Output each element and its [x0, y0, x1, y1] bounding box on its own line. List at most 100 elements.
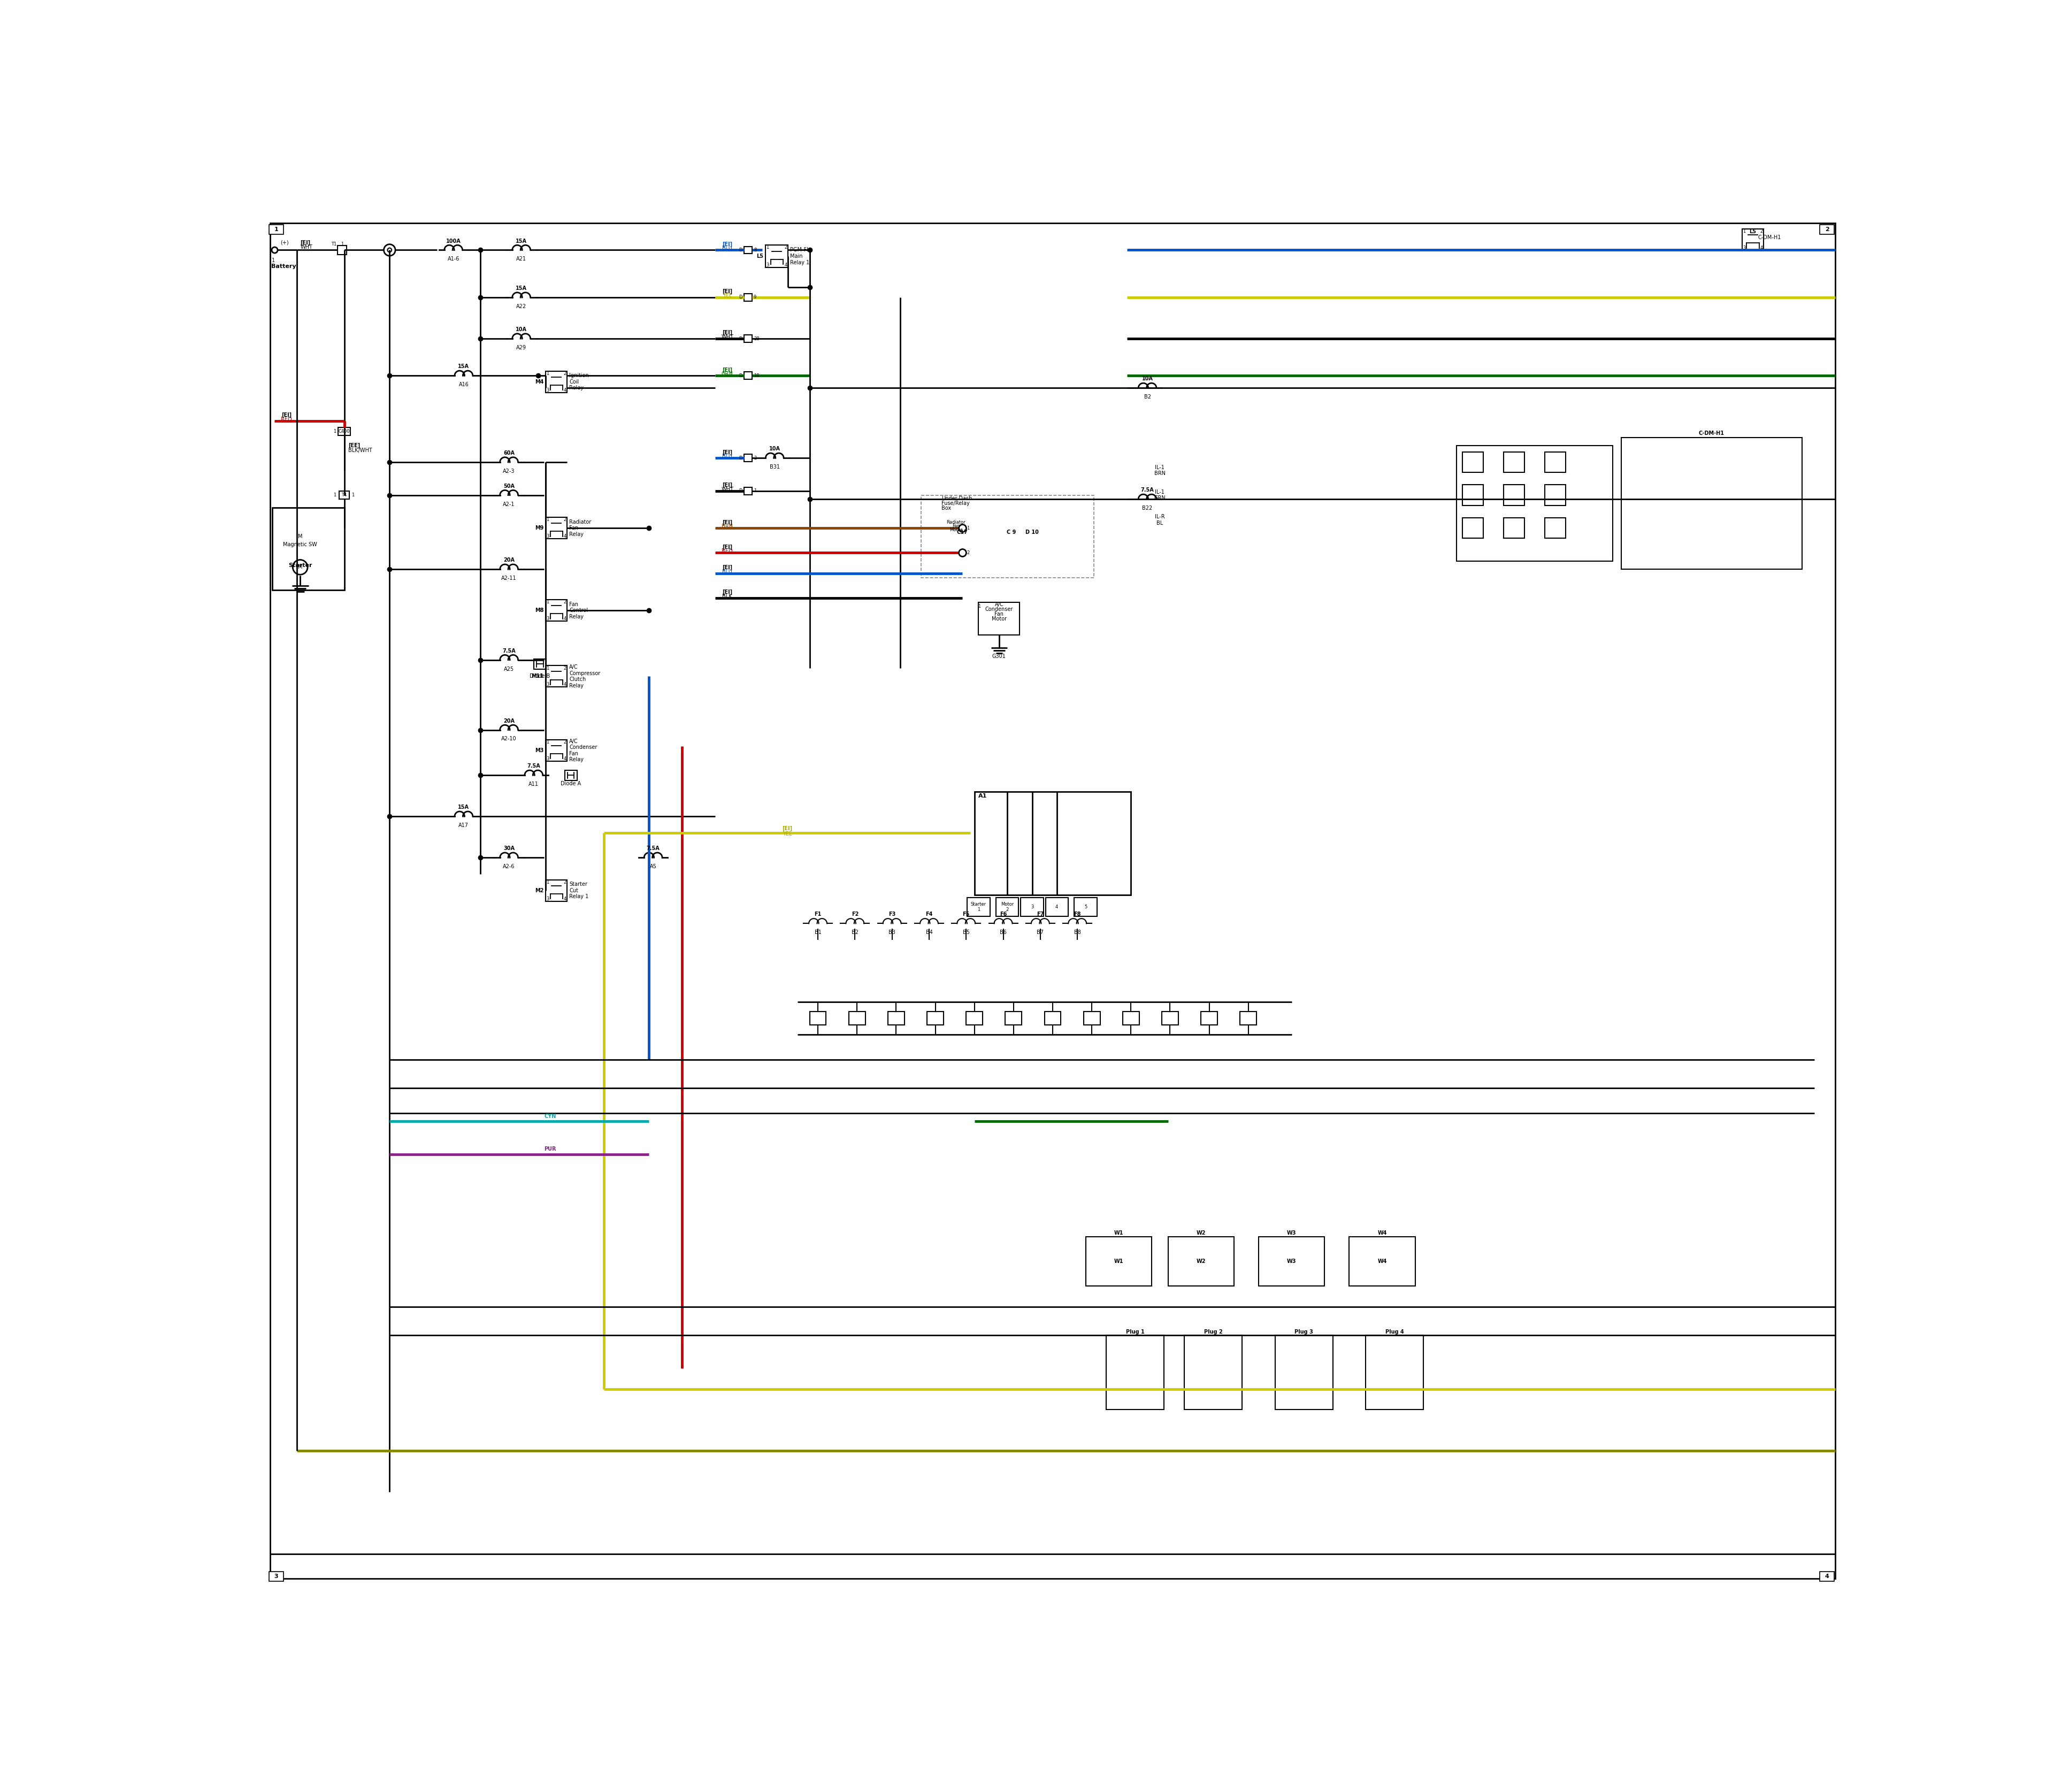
Bar [1107, 1335, 1165, 1410]
Text: 1: 1 [1742, 229, 1746, 235]
Bar [1259, 1236, 1325, 1287]
Text: 2: 2 [1760, 229, 1762, 235]
Text: [EI]: [EI] [723, 482, 733, 487]
Text: C17: C17 [957, 529, 967, 534]
Text: 1: 1 [333, 493, 337, 498]
Bar [887, 1012, 904, 1025]
Text: M3: M3 [534, 747, 544, 753]
Bar [978, 602, 1019, 634]
Text: F3: F3 [889, 912, 896, 918]
Text: 15A: 15A [516, 285, 528, 290]
Text: A2-11: A2-11 [501, 575, 518, 581]
Bar [965, 1012, 982, 1025]
Text: M9: M9 [534, 525, 544, 530]
Bar [967, 898, 990, 916]
Text: [EI]: [EI] [723, 564, 733, 570]
Text: 28: 28 [754, 337, 760, 340]
Bar [974, 792, 1132, 894]
Text: M: M [298, 564, 302, 570]
Text: 1: 1 [766, 246, 768, 249]
Text: [EI]: [EI] [723, 367, 733, 373]
Text: 4: 4 [563, 896, 567, 901]
Text: 10A: 10A [1142, 376, 1152, 382]
Text: 2: 2 [563, 518, 567, 521]
Text: BLU: BLU [723, 453, 733, 459]
Text: 4: 4 [785, 263, 787, 267]
Text: [EI]: [EI] [783, 826, 793, 831]
Text: BLK: BLK [723, 593, 733, 599]
Text: [EI]: [EI] [723, 520, 733, 525]
Text: 7.5A: 7.5A [503, 649, 516, 654]
Text: Starter: Starter [288, 563, 312, 568]
Text: 15A: 15A [516, 238, 528, 244]
Text: D: D [739, 489, 741, 493]
Text: [EI]: [EI] [723, 545, 733, 550]
Text: B7: B7 [1037, 930, 1043, 935]
Text: (+): (+) [279, 240, 290, 246]
Text: 3: 3 [546, 896, 548, 901]
Text: T1: T1 [331, 242, 337, 247]
Text: Diode A: Diode A [561, 781, 581, 787]
Text: F2: F2 [852, 912, 859, 918]
Text: WHT: WHT [300, 244, 312, 249]
Text: C-DM-H1: C-DM-H1 [1699, 430, 1725, 435]
Text: W2: W2 [1195, 1258, 1206, 1263]
Text: B2: B2 [852, 930, 859, 935]
Bar [565, 771, 577, 780]
Text: 3: 3 [275, 1573, 279, 1579]
Bar [546, 600, 567, 622]
Text: A17: A17 [458, 823, 468, 828]
Text: 10A: 10A [768, 446, 781, 452]
Text: 100A: 100A [446, 238, 460, 244]
Text: IL-R
BL: IL-R BL [1154, 514, 1165, 525]
Text: BLU: BLU [723, 246, 733, 251]
Bar [920, 495, 1095, 577]
Text: 1: 1 [546, 880, 548, 885]
Text: B5: B5 [963, 930, 969, 935]
Bar [339, 426, 351, 435]
Text: Fan
Control
Relay: Fan Control Relay [569, 602, 587, 620]
Text: [EI]: [EI] [723, 242, 733, 247]
Text: 2: 2 [785, 246, 787, 249]
Text: Motor: Motor [992, 616, 1006, 622]
Text: 30A: 30A [503, 846, 516, 851]
Text: 10A: 10A [516, 326, 528, 332]
Text: M2: M2 [534, 887, 544, 892]
Bar [546, 665, 567, 686]
Text: A22: A22 [516, 305, 526, 310]
Text: 2: 2 [563, 600, 567, 604]
Bar [1087, 1236, 1152, 1287]
Text: [EI]: [EI] [723, 590, 733, 595]
Text: 1: 1 [546, 740, 548, 745]
Bar [1545, 518, 1565, 538]
Text: PGM-FI
Main
Relay 1: PGM-FI Main Relay 1 [791, 247, 809, 265]
Bar [744, 455, 752, 462]
Text: B22: B22 [1142, 505, 1152, 511]
Text: GRN: GRN [721, 371, 733, 376]
Bar [546, 880, 567, 901]
Text: C 9: C 9 [1006, 529, 1017, 534]
Bar [1462, 518, 1483, 538]
Text: Radiator
Fan
Relay: Radiator Fan Relay [569, 520, 592, 538]
Text: 3: 3 [1031, 905, 1033, 909]
Text: A16: A16 [458, 382, 468, 387]
Text: M: M [298, 534, 302, 539]
Text: T4: T4 [341, 493, 347, 498]
Bar [1742, 229, 1764, 251]
Text: A2-10: A2-10 [501, 737, 518, 742]
Text: YEL: YEL [783, 831, 791, 837]
Text: 1: 1 [333, 428, 337, 434]
Bar [1504, 518, 1524, 538]
Bar [744, 487, 752, 495]
Bar [273, 507, 345, 590]
Text: 4: 4 [563, 756, 567, 762]
Text: D: D [739, 373, 741, 378]
Text: 15A: 15A [458, 805, 468, 810]
Text: 1: 1 [967, 525, 969, 530]
Text: 60A: 60A [503, 450, 516, 455]
Bar [926, 1012, 943, 1025]
Text: A/C
Compressor
Clutch
Relay: A/C Compressor Clutch Relay [569, 665, 600, 688]
Text: WHT: WHT [721, 335, 733, 340]
Text: A21: A21 [516, 256, 526, 262]
Text: W4: W4 [1378, 1258, 1386, 1263]
